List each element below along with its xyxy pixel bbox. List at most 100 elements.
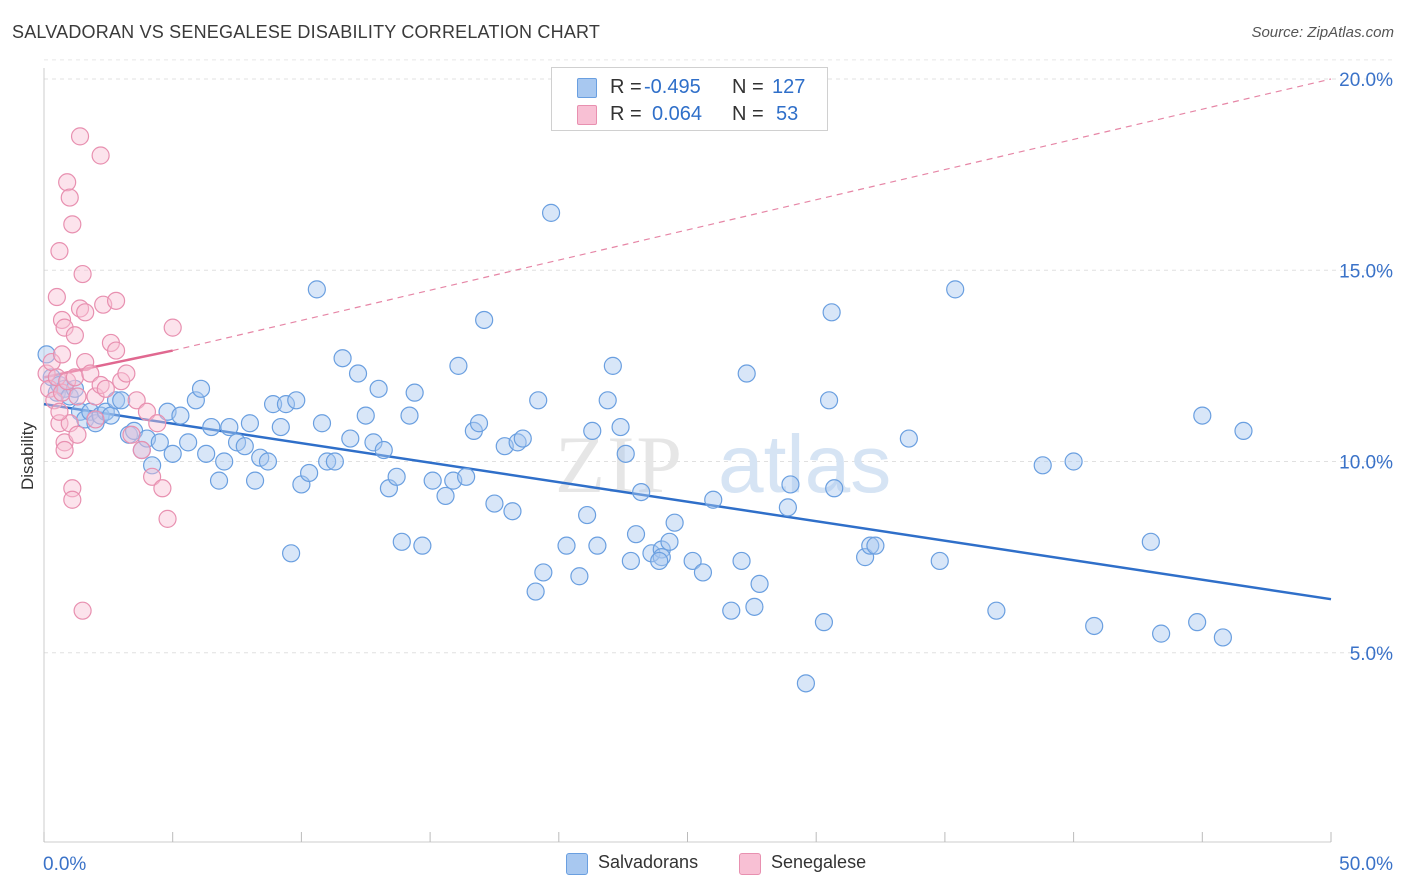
point-senegalese — [76, 352, 95, 372]
point-salvadorans — [457, 467, 476, 486]
point-salvadorans — [312, 414, 332, 433]
point-salvadorans — [485, 494, 504, 513]
point-senegalese — [45, 391, 64, 410]
point-salvadorans — [263, 395, 283, 414]
point-salvadorans — [534, 563, 553, 582]
legend-row-senegalese: R = 0.064 N = 53 — [552, 101, 827, 127]
point-senegalese — [86, 410, 105, 429]
point-salvadorans — [588, 536, 607, 555]
point-salvadorans — [503, 502, 522, 521]
point-senegalese — [158, 509, 177, 528]
point-salvadorans — [570, 567, 589, 586]
point-senegalese — [132, 440, 151, 460]
point-salvadorans — [583, 421, 602, 440]
point-senegalese — [68, 425, 87, 444]
legend-swatch-salvadorans — [577, 78, 597, 98]
source-label: Source: ZipAtlas.com — [1251, 24, 1394, 41]
point-salvadorans — [781, 475, 800, 494]
legend-swatch-senegalese — [577, 105, 597, 125]
point-salvadorans — [1033, 456, 1052, 475]
point-salvadorans — [413, 536, 432, 555]
point-salvadorans — [745, 597, 764, 616]
point-salvadorans — [856, 548, 875, 567]
point-salvadorans — [822, 303, 841, 322]
point-salvadorans — [930, 551, 949, 571]
legend-row-salvadorans: R = -0.495 N = 127 — [552, 74, 827, 100]
grid-lines — [44, 59, 1395, 654]
point-salvadorans — [318, 452, 337, 471]
point-salvadorans — [356, 406, 375, 425]
point-salvadorans — [258, 452, 278, 471]
point-salvadorans — [333, 349, 352, 368]
point-salvadorans — [541, 203, 561, 222]
point-senegalese — [65, 368, 84, 387]
point-senegalese — [58, 173, 77, 192]
point-senegalese — [106, 341, 126, 360]
point-senegalese — [65, 326, 84, 345]
point-salvadorans — [737, 364, 756, 383]
point-salvadorans — [436, 486, 455, 506]
point-senegalese — [68, 387, 87, 406]
point-senegalese — [73, 601, 92, 620]
point-senegalese — [127, 391, 146, 410]
point-salvadorans — [392, 532, 411, 551]
chart-title: SALVADORAN VS SENEGALESE DISABILITY CORR… — [12, 22, 601, 42]
trend-extension-senegalese — [172, 78, 1332, 352]
y-tick-label: 5.0% — [1350, 644, 1393, 665]
point-salvadorans — [282, 544, 301, 563]
correlation-legend: R = -0.495 N = 127 R = 0.064 N = 53 — [551, 67, 828, 131]
point-salvadorans — [683, 551, 702, 571]
point-senegalese — [50, 402, 69, 421]
point-salvadorans — [191, 379, 211, 398]
point-salvadorans — [616, 444, 635, 463]
point-salvadorans — [300, 463, 319, 483]
y-axis-label: Disability — [18, 421, 37, 490]
point-salvadorans — [106, 391, 126, 410]
point-senegalese — [50, 242, 69, 261]
point-salvadorans — [603, 356, 622, 375]
point-salvadorans — [235, 437, 254, 456]
point-senegalese — [91, 146, 110, 165]
point-salvadorans — [1193, 406, 1212, 425]
point-salvadorans — [621, 551, 640, 571]
point-salvadorans — [642, 544, 661, 563]
point-salvadorans — [240, 414, 260, 433]
point-salvadorans — [112, 391, 131, 410]
point-senegalese — [73, 264, 92, 284]
point-salvadorans — [186, 391, 205, 410]
legend-n-value: 53 — [776, 102, 799, 125]
point-senegalese — [153, 479, 172, 498]
point-salvadorans — [866, 536, 885, 555]
point-senegalese — [63, 490, 82, 509]
point-salvadorans — [469, 414, 489, 433]
point-senegalese — [163, 318, 182, 337]
point-senegalese — [63, 215, 82, 234]
point-salvadorans — [578, 505, 597, 525]
point-salvadorans — [423, 471, 442, 490]
point-salvadorans — [750, 574, 769, 594]
legend-n-value: 127 — [772, 75, 806, 98]
bottom-legend-swatch-senegalese — [739, 853, 761, 875]
x-tick-label: 0.0% — [43, 854, 86, 875]
point-salvadorans — [245, 471, 265, 490]
y-tick-label: 10.0% — [1339, 453, 1393, 474]
legend-r-label: R = — [610, 75, 642, 98]
point-salvadorans — [400, 406, 419, 425]
point-salvadorans — [369, 379, 388, 398]
point-salvadorans — [287, 391, 306, 410]
point-salvadorans — [529, 391, 548, 410]
point-salvadorans — [660, 532, 679, 551]
point-salvadorans — [598, 391, 617, 410]
point-salvadorans — [171, 406, 190, 425]
point-senegalese — [117, 364, 136, 383]
point-salvadorans — [215, 452, 234, 471]
point-salvadorans — [202, 417, 221, 437]
legend-r-value: -0.495 — [644, 75, 701, 98]
point-salvadorans — [722, 601, 741, 620]
point-salvadorans — [814, 613, 834, 632]
point-salvadorans — [220, 417, 239, 437]
point-salvadorans — [861, 536, 880, 555]
watermark-atlas: atlas — [718, 419, 891, 510]
point-salvadorans — [987, 601, 1006, 620]
point-salvadorans — [650, 551, 669, 571]
